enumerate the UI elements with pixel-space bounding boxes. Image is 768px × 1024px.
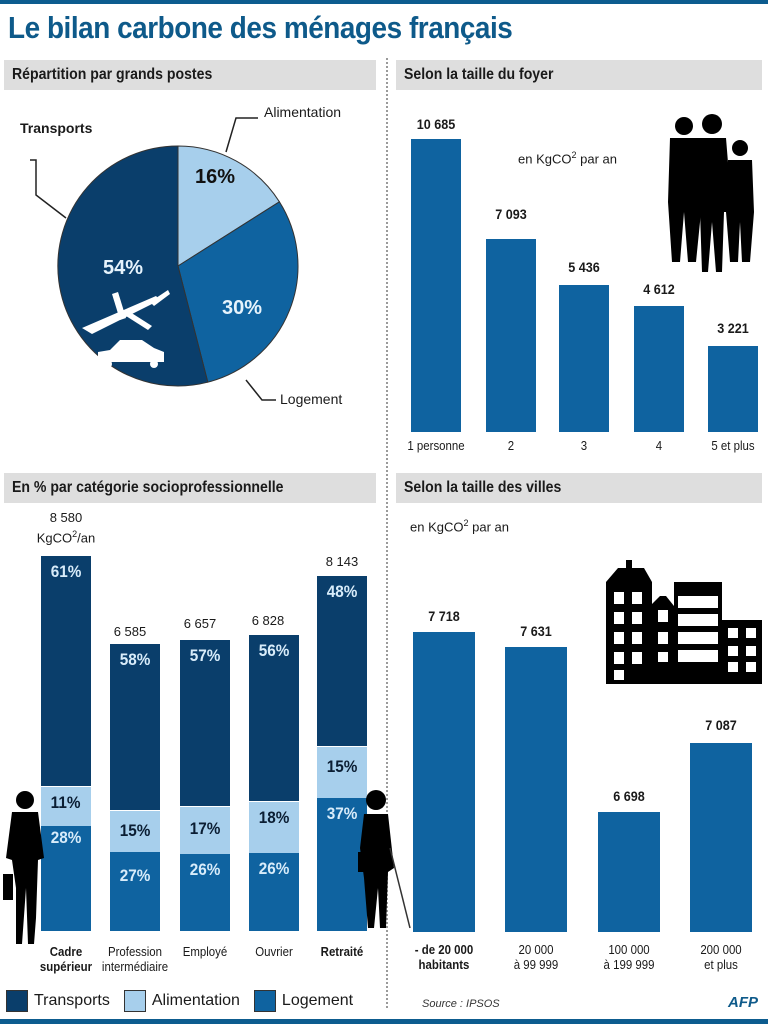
villes-value-3: 6 698 — [613, 788, 645, 804]
pie-heading: Répartition par grands postes — [4, 60, 376, 90]
csp-stack-cadre: 61% 11% 28% — [41, 556, 91, 931]
businessman-silhouette-icon — [3, 791, 44, 944]
foyer-heading: Selon la taille du foyer — [396, 60, 762, 90]
csp-total-1: 8 580 KgCO2/an — [36, 510, 96, 546]
seg-alimentation: 15% — [317, 746, 367, 798]
page-title: Le bilan carbone des ménages français — [8, 10, 513, 45]
top-border — [0, 0, 768, 4]
leader-logement — [245, 379, 276, 401]
seg-alimentation: 17% — [180, 806, 230, 854]
seg-alimentation: 15% — [110, 810, 160, 852]
pie-pct-transports: 54% — [103, 257, 144, 279]
csp-category-5: Retraité — [320, 944, 364, 959]
car-icon — [98, 340, 164, 368]
vertical-divider — [386, 58, 388, 1008]
villes-bar-4 — [690, 743, 752, 932]
villes-value-1: 7 718 — [428, 608, 460, 624]
legend-item-logement: Logement — [253, 990, 353, 1012]
seg-logement: 26% — [249, 853, 299, 931]
pie-label-transports: Transports — [20, 120, 93, 136]
csp-category-2: Profession intermédiaire — [101, 944, 169, 974]
pie-chart — [30, 117, 299, 401]
bottom-border — [0, 1019, 768, 1024]
csp-stack-employe: 57% 17% 26% — [180, 640, 230, 931]
pie-slice-logement — [177, 201, 299, 383]
family-silhouette-icon — [668, 114, 754, 272]
foyer-bar-5 — [708, 346, 758, 432]
foyer-value-2: 7 093 — [495, 206, 527, 222]
foyer-bar-4 — [634, 306, 684, 432]
csp-total-4: 6 828 — [251, 613, 285, 628]
legend: Transports Alimentation Logement — [6, 990, 367, 1012]
foyer-bar-3 — [559, 285, 609, 432]
leader-transports — [30, 159, 67, 219]
pie-slice-alimentation — [177, 145, 281, 267]
legend-item-alimentation: Alimentation — [123, 990, 240, 1012]
villes-value-2: 7 631 — [520, 623, 552, 639]
villes-category-1: - de 20 000 habitants — [414, 942, 474, 972]
villes-bar-2 — [505, 647, 567, 932]
villes-bar-1 — [413, 632, 475, 932]
villes-bar-3 — [598, 812, 660, 932]
seg-logement: 27% — [110, 852, 160, 931]
seg-alimentation: 18% — [249, 801, 299, 853]
foyer-category-5: 5 et plus — [711, 438, 755, 453]
foyer-value-1: 10 685 — [416, 116, 456, 132]
csp-stack-ouvrier: 56% 18% 26% — [249, 635, 299, 931]
pie-label-logement: Logement — [280, 391, 343, 407]
villes-heading: Selon la taille des villes — [396, 473, 762, 503]
source-note: Source : IPSOS — [422, 998, 500, 1010]
seg-transports: 48% — [317, 576, 367, 746]
pie-label-alimentation: Alimentation — [264, 104, 342, 120]
legend-swatch — [123, 990, 146, 1012]
csp-total-2: 6 585 — [113, 624, 147, 639]
city-buildings-icon — [606, 560, 762, 684]
csp-total-5: 8 143 — [325, 554, 359, 569]
villes-category-2: 20 000 à 99 999 — [513, 942, 559, 972]
elderly-woman-silhouette-icon — [358, 790, 411, 929]
csp-heading: En % par catégorie socioprofessionnelle — [4, 473, 376, 503]
foyer-value-4: 4 612 — [643, 281, 675, 297]
villes-category-4: 200 000 et plus — [700, 942, 742, 972]
seg-transports: 58% — [110, 644, 160, 810]
seg-transports: 57% — [180, 640, 230, 806]
foyer-category-3: 3 — [580, 438, 588, 453]
csp-category-3: Employé — [182, 944, 228, 959]
foyer-bar-1 — [411, 139, 461, 432]
foyer-category-4: 4 — [655, 438, 663, 453]
csp-category-1: Cadre supérieur — [39, 944, 93, 974]
foyer-category-1: 1 personne — [407, 438, 465, 453]
seg-transports: 56% — [249, 635, 299, 801]
airplane-icon — [82, 290, 170, 334]
legend-swatch — [253, 990, 276, 1012]
seg-transports: 61% — [41, 556, 91, 786]
legend-swatch — [6, 990, 28, 1012]
csp-total-3: 6 657 — [183, 616, 217, 631]
seg-logement: 28% — [41, 826, 91, 931]
foyer-category-2: 2 — [507, 438, 515, 453]
csp-category-4: Ouvrier — [255, 944, 293, 959]
legend-item-transports: Transports — [6, 990, 110, 1012]
villes-value-4: 7 087 — [705, 717, 737, 733]
csp-stack-profession: 58% 15% 27% — [110, 644, 160, 931]
pie-pct-alimentation: 16% — [195, 166, 236, 188]
foyer-value-5: 3 221 — [717, 320, 749, 336]
seg-logement: 26% — [180, 854, 230, 931]
afp-logo: AFP — [728, 994, 758, 1011]
seg-alimentation: 11% — [41, 786, 91, 826]
foyer-value-3: 5 436 — [568, 259, 600, 275]
foyer-unit: en KgCO2 par an — [518, 150, 617, 167]
villes-category-3: 100 000 à 199 999 — [603, 942, 655, 972]
leader-alimentation — [225, 117, 258, 153]
pie-pct-logement: 30% — [222, 297, 263, 319]
foyer-bar-2 — [486, 239, 536, 432]
villes-unit: en KgCO2 par an — [410, 518, 509, 535]
